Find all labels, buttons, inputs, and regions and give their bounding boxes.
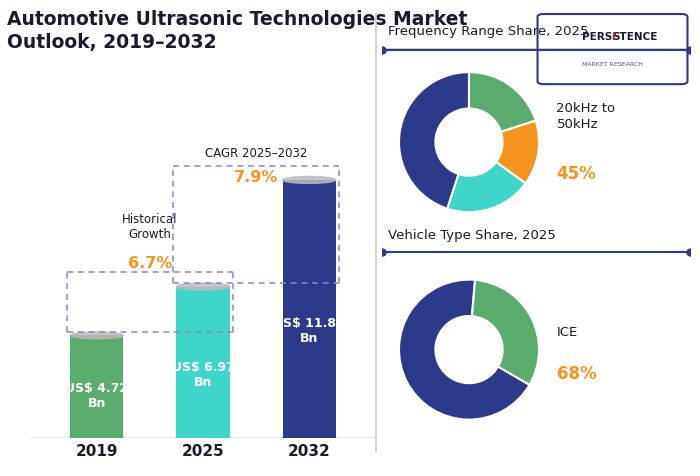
- Text: ICE: ICE: [556, 325, 577, 338]
- Wedge shape: [472, 280, 539, 385]
- Text: 7.9%: 7.9%: [234, 169, 278, 185]
- Text: 20kHz to
50kHz: 20kHz to 50kHz: [556, 102, 615, 131]
- Text: CAGR 2025–2032: CAGR 2025–2032: [205, 147, 307, 160]
- Wedge shape: [399, 73, 469, 209]
- Bar: [176, 287, 230, 438]
- Wedge shape: [469, 73, 536, 132]
- Text: Frequency Range Share, 2025: Frequency Range Share, 2025: [388, 25, 588, 38]
- Ellipse shape: [283, 436, 335, 440]
- Text: US$ 4.72
Bn: US$ 4.72 Bn: [65, 381, 129, 409]
- Ellipse shape: [283, 177, 335, 184]
- Wedge shape: [447, 162, 526, 213]
- Text: i: i: [610, 32, 615, 42]
- Text: MARKET RESEARCH: MARKET RESEARCH: [582, 62, 643, 67]
- Text: US$ 6.97
Bn: US$ 6.97 Bn: [172, 360, 234, 388]
- Text: PERS: PERS: [582, 32, 612, 42]
- Ellipse shape: [176, 283, 230, 290]
- Text: Vehicle Type Share, 2025: Vehicle Type Share, 2025: [388, 229, 556, 242]
- Text: Historical
Growth: Historical Growth: [122, 212, 178, 240]
- Text: 6.7%: 6.7%: [128, 256, 172, 270]
- Text: US$ 11.88
Bn: US$ 11.88 Bn: [273, 316, 345, 344]
- Text: 45%: 45%: [556, 165, 596, 183]
- FancyBboxPatch shape: [538, 15, 687, 85]
- Wedge shape: [399, 280, 529, 420]
- Bar: [283, 180, 335, 438]
- Text: 68%: 68%: [556, 365, 596, 383]
- Text: STENCE: STENCE: [612, 32, 658, 42]
- Ellipse shape: [71, 436, 123, 440]
- Wedge shape: [496, 121, 539, 184]
- Text: Automotive Ultrasonic Technologies Market
Outlook, 2019–2032: Automotive Ultrasonic Technologies Marke…: [7, 10, 468, 52]
- Bar: [71, 336, 123, 438]
- Ellipse shape: [176, 436, 230, 440]
- Ellipse shape: [71, 332, 123, 339]
